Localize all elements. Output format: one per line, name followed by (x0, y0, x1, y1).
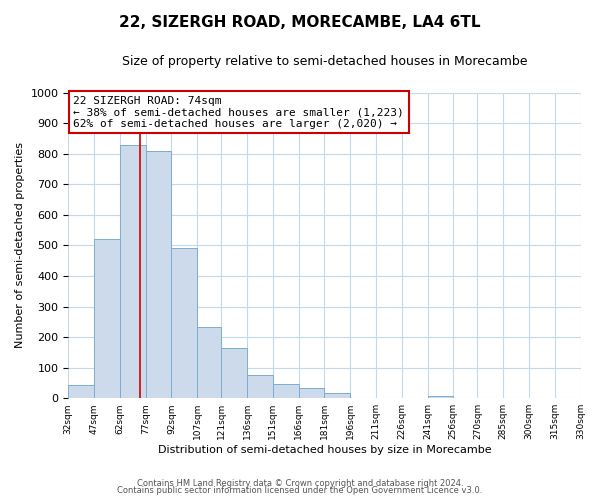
Bar (247, 376, 273, 398)
Bar (146, 151, 172, 398)
Y-axis label: Number of semi-detached properties: Number of semi-detached properties (15, 142, 25, 348)
Bar (428, 396, 454, 398)
Bar (68, 385, 94, 398)
X-axis label: Distribution of semi-detached houses by size in Morecambe: Distribution of semi-detached houses by … (158, 445, 491, 455)
Text: 22, SIZERGH ROAD, MORECAMBE, LA4 6TL: 22, SIZERGH ROAD, MORECAMBE, LA4 6TL (119, 15, 481, 30)
Bar (221, 348, 247, 398)
Bar (94, 240, 120, 398)
Bar (325, 392, 350, 398)
Text: Contains HM Land Registry data © Crown copyright and database right 2024.: Contains HM Land Registry data © Crown c… (137, 478, 463, 488)
Bar (120, 146, 146, 398)
Text: Contains public sector information licensed under the Open Government Licence v3: Contains public sector information licen… (118, 486, 482, 495)
Text: 22 SIZERGH ROAD: 74sqm
← 38% of semi-detached houses are smaller (1,223)
62% of : 22 SIZERGH ROAD: 74sqm ← 38% of semi-det… (73, 96, 404, 129)
Bar (299, 388, 325, 398)
Bar (172, 248, 197, 398)
Bar (273, 384, 299, 398)
Title: Size of property relative to semi-detached houses in Morecambe: Size of property relative to semi-detach… (122, 55, 527, 68)
Bar (197, 326, 221, 398)
